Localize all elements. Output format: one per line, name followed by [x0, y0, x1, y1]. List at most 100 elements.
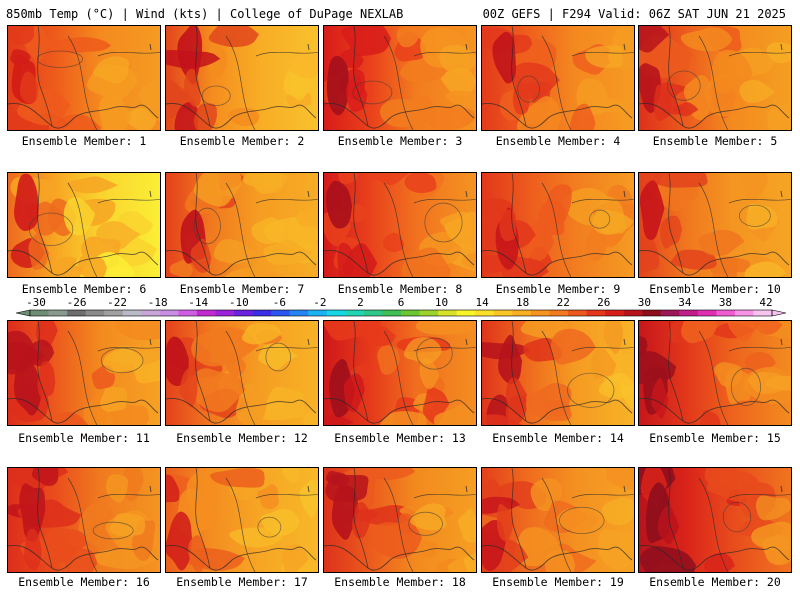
temperature-map-panel [165, 25, 319, 131]
colorbar-segment [85, 310, 105, 316]
temperature-map [8, 468, 160, 572]
colorbar-tick-label: 38 [718, 296, 733, 309]
colorbar-tick-label: 22 [556, 296, 570, 309]
ensemble-member-label: Ensemble Member: 15 [649, 431, 781, 445]
ensemble-member-label: Ensemble Member: 6 [21, 282, 147, 296]
temperature-map-panel [481, 25, 635, 131]
temperature-map [482, 468, 634, 572]
colorbar-segment [271, 310, 290, 316]
temperature-map-panel [638, 467, 792, 573]
colorbar-tick-label: 2 [357, 296, 364, 309]
colorbar-segment [401, 310, 420, 316]
ensemble-member-label: Ensemble Member: 1 [21, 134, 147, 148]
temperature-map [324, 321, 476, 425]
temperature-map [166, 468, 318, 572]
ensemble-member-label: Ensemble Member: 19 [492, 575, 624, 589]
ensemble-member-label: Ensemble Member: 14 [492, 431, 624, 445]
ensemble-member-label: Ensemble Member: 18 [334, 575, 466, 589]
colorbar-segment [196, 310, 216, 316]
model-run-info: 00Z GEFS | F294 Valid: 06Z SAT JUN 21 20… [482, 7, 786, 21]
colorbar-segment [159, 310, 179, 316]
colorbar-segment [438, 310, 457, 316]
temperature-map [639, 321, 791, 425]
colorbar-segment [623, 310, 643, 316]
colorbar-tick-label: 6 [397, 296, 405, 309]
temperature-map [166, 26, 318, 130]
colorbar-segment [345, 310, 365, 316]
ensemble-member-label: Ensemble Member: 10 [649, 282, 781, 296]
temperature-map-panel [638, 320, 792, 426]
temperature-map [639, 173, 791, 277]
colorbar-tick-label: -14 [188, 296, 209, 309]
ensemble-member-label: Ensemble Member: 3 [337, 134, 463, 148]
colorbar-segment [289, 310, 309, 316]
colorbar-segment [382, 310, 402, 316]
colorbar-segment [549, 310, 569, 316]
temperature-map [639, 26, 791, 130]
ensemble-member-label: Ensemble Member: 20 [649, 575, 781, 589]
colorbar-tick-label: -2 [313, 296, 327, 309]
colorbar-segment [363, 310, 383, 316]
colorbar-tick-label: 14 [475, 296, 489, 309]
temperature-map-panel [7, 172, 161, 278]
temperature-map-panel [481, 467, 635, 573]
colorbar-svg [15, 309, 787, 317]
ensemble-member-label: Ensemble Member: 7 [179, 282, 305, 296]
colorbar-tick-label: -22 [107, 296, 128, 309]
temperature-map [639, 468, 791, 572]
temperature-map [324, 468, 476, 572]
colorbar-min-arrow [15, 309, 31, 317]
colorbar-tick-label: -6 [272, 296, 286, 309]
colorbar-segment [252, 310, 272, 316]
temperature-map-panel [165, 172, 319, 278]
colorbar-segment [493, 310, 513, 316]
temperature-map-panel [323, 467, 477, 573]
ensemble-member-label: Ensemble Member: 13 [334, 431, 466, 445]
colorbar-segment [326, 310, 346, 316]
ensemble-member-label: Ensemble Member: 2 [179, 134, 305, 148]
colorbar-tick-label: 34 [678, 296, 692, 309]
colorbar-segment [30, 310, 49, 316]
colorbar-tick-label: 10 [434, 296, 449, 309]
colorbar-max-arrow [771, 309, 787, 317]
temperature-map-panel [165, 320, 319, 426]
colorbar-segment [697, 310, 717, 316]
colorbar-tick-label: 26 [597, 296, 611, 309]
temperature-map-panel [323, 172, 477, 278]
colorbar-segment [456, 310, 476, 316]
ensemble-member-label: Ensemble Member: 8 [337, 282, 463, 296]
colorbar-segment [567, 310, 587, 316]
colorbar-segment [475, 310, 495, 316]
colorbar-tick-label: -26 [66, 296, 87, 309]
colorbar-tick-label: -30 [26, 296, 46, 309]
ensemble-member-label: Ensemble Member: 5 [652, 134, 778, 148]
temperature-map-panel [7, 467, 161, 573]
temperature-colorbar: -30 -26 -22 -18 -14 -10 -6 -2 2 6 10 14 18 22 26 30 34 38… [0, 297, 800, 319]
colorbar-segment [605, 310, 624, 316]
ensemble-member-label: Ensemble Member: 12 [176, 431, 308, 445]
temperature-map-panel [481, 172, 635, 278]
colorbar-tick-label: -10 [228, 296, 249, 309]
plot-title: 850mb Temp (°C) | Wind (kts) | College o… [6, 7, 404, 21]
temperature-map-panel [7, 320, 161, 426]
temperature-map [482, 321, 634, 425]
colorbar-segment [512, 310, 532, 316]
temperature-map [166, 173, 318, 277]
colorbar-tick-label: 42 [759, 296, 773, 309]
temperature-map-panel [165, 467, 319, 573]
colorbar-segment [122, 310, 142, 316]
colorbar-segment [308, 310, 328, 316]
colorbar-segment [734, 310, 754, 316]
temperature-map-panel [7, 25, 161, 131]
colorbar-segment [67, 310, 86, 316]
colorbar-segment [530, 310, 550, 316]
colorbar-tick-label: 18 [516, 296, 530, 309]
ensemble-member-label: Ensemble Member: 4 [495, 134, 621, 148]
colorbar-segment [178, 310, 198, 316]
colorbar-segment [753, 310, 773, 316]
temperature-map [8, 173, 160, 277]
temperature-map [8, 321, 160, 425]
colorbar-segment [660, 310, 680, 316]
ensemble-member-label: Ensemble Member: 11 [18, 431, 150, 445]
